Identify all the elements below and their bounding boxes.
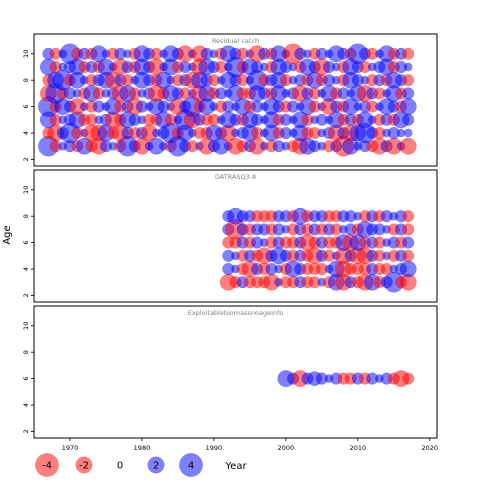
legend-bubble — [147, 456, 165, 474]
y-tick-label: 10 — [22, 50, 30, 58]
bubble-point — [402, 249, 415, 262]
legend-label: 0 — [117, 461, 123, 472]
bubble-point — [399, 98, 417, 116]
bubble-series — [219, 207, 417, 293]
y-tick-label: 4 — [22, 131, 30, 135]
x-tick-label: 2000 — [278, 444, 295, 452]
y-tick-label: 8 — [22, 214, 30, 218]
bubble-point — [399, 260, 417, 278]
panel-title: DATRASQ3-8 — [215, 173, 256, 181]
bubble-point — [402, 210, 415, 223]
y-tick-label: 2 — [22, 157, 30, 161]
y-tick-label: 6 — [22, 241, 30, 245]
y-axis-label: Age — [2, 225, 13, 244]
y-tick-label: 10 — [22, 322, 30, 330]
bubble-point — [403, 62, 413, 72]
legend-label: 4 — [188, 461, 194, 472]
bubble-series — [277, 370, 415, 388]
y-tick-label: 4 — [22, 403, 30, 407]
bubble-point — [402, 372, 415, 385]
x-tick-label: 2020 — [422, 444, 439, 452]
bubble-point — [402, 74, 415, 87]
panel-frame — [33, 169, 438, 303]
x-tick-label: 1990 — [206, 444, 223, 452]
legend-label: 2 — [153, 461, 159, 472]
panel-frame — [33, 305, 438, 439]
panel-title: Residual catch — [212, 37, 259, 45]
legend-bubble — [75, 456, 93, 474]
bubble-point — [399, 137, 417, 155]
y-tick-label: 2 — [22, 429, 30, 433]
y-tick-label: 2 — [22, 293, 30, 297]
y-tick-label: 6 — [22, 377, 30, 381]
bubble-point — [402, 47, 415, 60]
bubble-point — [402, 113, 415, 126]
x-axis-label: Year — [224, 461, 247, 472]
y-tick-label: 8 — [22, 78, 30, 82]
legend-label: -2 — [79, 461, 89, 472]
x-tick-label: 1970 — [62, 444, 79, 452]
bubble-point — [402, 236, 415, 249]
legend-label: -4 — [42, 461, 52, 472]
x-tick-label: 2010 — [350, 444, 367, 452]
y-tick-label: 6 — [22, 105, 30, 109]
legend-bubble — [179, 453, 203, 477]
bubble-point — [402, 87, 415, 100]
y-tick-label: 4 — [22, 267, 30, 271]
legend: -4 -2 0 2 4 Year — [35, 453, 247, 477]
panel-frame — [33, 33, 438, 167]
panel-title: Exploitablebiomassnoageinfo — [188, 309, 284, 317]
bubble-series — [38, 43, 417, 157]
panel-2: DATRASQ3-8 2 4 6 8 10 — [22, 169, 438, 303]
y-tick-label: 10 — [22, 186, 30, 194]
panel-3: Exploitablebiomassnoageinfo 2 4 6 8 10 1970 198… — [22, 305, 439, 452]
bubble-point — [403, 128, 413, 138]
y-tick-label: 8 — [22, 350, 30, 354]
x-tick-label: 1980 — [134, 444, 151, 452]
legend-bubble — [35, 453, 59, 477]
panel-1: Residual catch 2 4 6 8 10 — [22, 33, 438, 167]
bubble-point — [402, 223, 415, 236]
